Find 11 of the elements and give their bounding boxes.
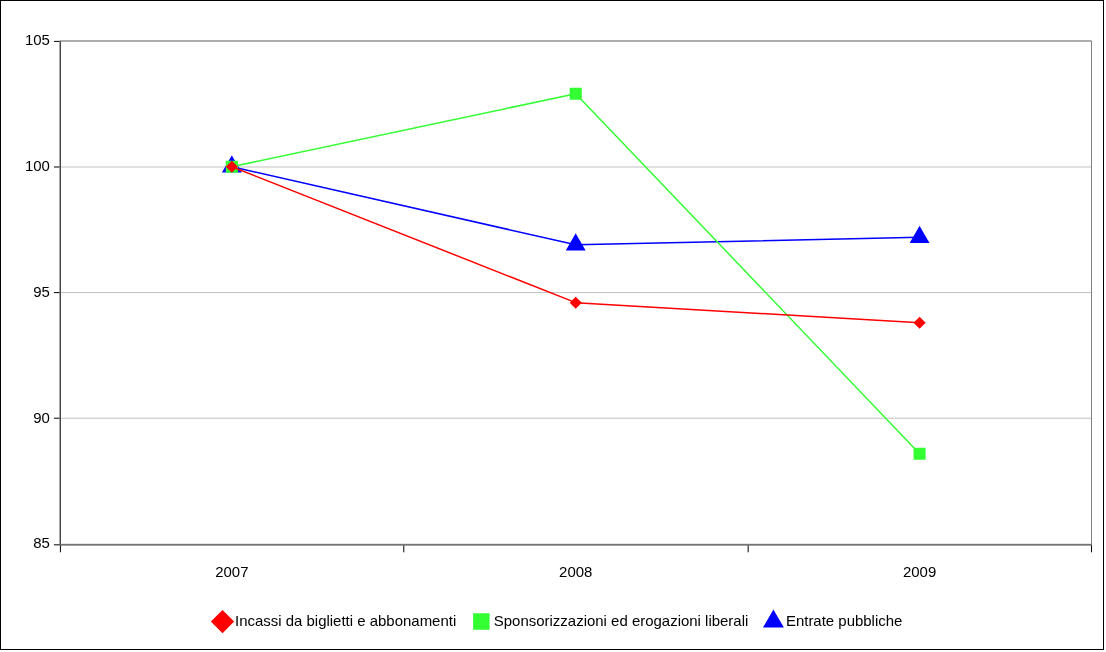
x-tick-label: 2009 <box>902 563 937 581</box>
x-tick-label: 2008 <box>559 563 593 581</box>
y-tick-label: 95 <box>33 282 50 300</box>
y-tick-label: 85 <box>33 534 50 552</box>
y-tick-label: 105 <box>24 31 50 48</box>
x-tick-label: 2007 <box>215 563 249 581</box>
legend-label: Entrate pubbliche <box>785 611 903 629</box>
legend-label: Incassi da biglietti e abbonamenti <box>234 611 457 629</box>
legend-label: Sponsorizzazioni ed erogazioni liberali <box>493 611 749 629</box>
y-tick-label: 100 <box>24 156 50 174</box>
y-tick-label: 90 <box>33 408 50 426</box>
